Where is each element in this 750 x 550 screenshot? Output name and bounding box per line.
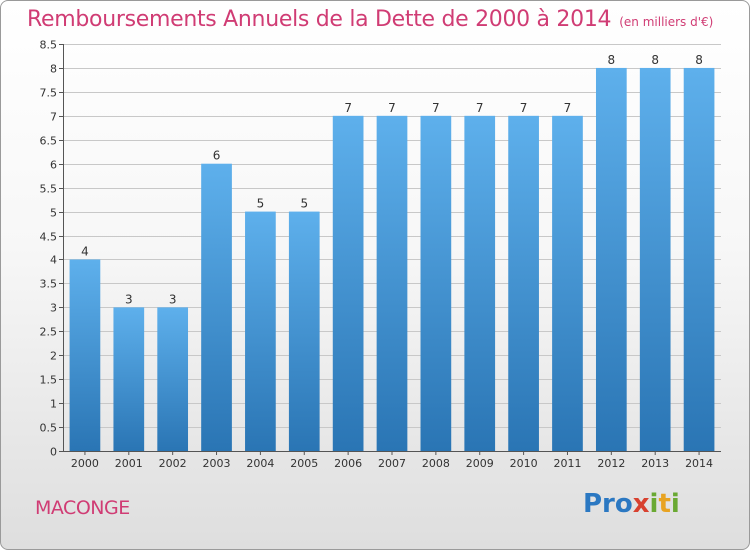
x-tick-label: 2013 — [641, 457, 669, 470]
chart-title: Remboursements Annuels de la Dette de 20… — [27, 7, 713, 32]
data-label: 4 — [81, 244, 89, 258]
y-tick-label: 3.5 — [40, 278, 58, 291]
data-label: 7 — [476, 101, 484, 115]
chart-unit: (en milliers d'€) — [619, 15, 714, 29]
x-tick-label: 2007 — [378, 457, 406, 470]
bar — [113, 307, 145, 451]
y-tick-label: 1 — [50, 398, 57, 411]
bar — [420, 115, 452, 451]
town-name: MACONGE — [35, 497, 130, 519]
logo-part: i — [649, 489, 659, 519]
data-label: 5 — [300, 197, 308, 211]
x-tick-label: 2002 — [159, 457, 187, 470]
bars — [69, 67, 715, 452]
y-tick-label: 8 — [50, 63, 57, 76]
data-label: 7 — [432, 101, 440, 115]
y-tick-label: 6.5 — [40, 135, 58, 148]
y-tick-label: 0 — [50, 446, 57, 459]
axes: 0 0.5 1 1.5 2 2.5 3 3.5 4 4.5 5 5.5 6 6.5 7 7.5 8 8.5 2000… — [40, 39, 721, 470]
x-tick-label: 2000 — [71, 457, 99, 470]
x-tick-label: 2006 — [334, 457, 362, 470]
y-tick-label: 4.5 — [40, 231, 58, 244]
bar — [288, 211, 320, 451]
y-tick-label: 2 — [50, 350, 57, 363]
data-label: 3 — [169, 292, 177, 306]
data-label: 8 — [695, 53, 703, 67]
data-label: 7 — [564, 101, 572, 115]
bar — [552, 115, 583, 451]
y-tick-label: 3 — [50, 302, 57, 315]
logo-part: i — [670, 489, 680, 519]
bar — [332, 115, 364, 451]
data-label: 8 — [608, 53, 616, 67]
bar — [245, 211, 276, 451]
data-label: 6 — [213, 149, 221, 163]
labels: 4 3 3 6 5 5 7 7 7 7 7 7 8 8 8 — [81, 53, 703, 306]
bar — [69, 259, 101, 451]
x-tick-label: 2012 — [597, 457, 625, 470]
logo-part: t — [658, 489, 671, 519]
logo-part: x — [632, 489, 650, 519]
bar — [464, 115, 496, 451]
bar — [508, 115, 539, 451]
bar — [595, 67, 627, 452]
x-tick-label: 2010 — [510, 457, 538, 470]
x-tick-label: 2003 — [203, 457, 231, 470]
x-tick-label: 2014 — [685, 457, 713, 470]
y-tick-label: 7 — [50, 111, 57, 124]
x-tick-label: 2005 — [290, 457, 318, 470]
data-label: 3 — [125, 292, 133, 306]
data-label: 7 — [388, 101, 396, 115]
bar — [639, 67, 671, 452]
chart-title-text: Remboursements Annuels de la Dette de 20… — [27, 7, 612, 32]
y-tick-label: 5.5 — [40, 183, 58, 196]
x-tick-label: 2009 — [466, 457, 494, 470]
data-label: 7 — [520, 101, 528, 115]
y-tick-label: 0.5 — [40, 422, 58, 435]
data-label: 8 — [651, 53, 659, 67]
x-tick-label: 2004 — [246, 457, 274, 470]
x-tick-label: 2001 — [115, 457, 143, 470]
y-tick-label: 6 — [50, 159, 57, 172]
data-label: 7 — [344, 101, 352, 115]
y-tick-label: 8.5 — [40, 39, 58, 52]
y-tick-label: 5 — [50, 207, 57, 220]
y-tick-label: 2.5 — [40, 326, 58, 339]
x-tick-label: 2011 — [553, 457, 581, 470]
y-tick-label: 4 — [50, 254, 57, 267]
logo-part: Pro — [583, 489, 633, 519]
bar — [201, 163, 232, 452]
bar — [376, 115, 408, 451]
bar — [157, 307, 189, 451]
y-tick-label: 7.5 — [40, 87, 58, 100]
x-tick-label: 2008 — [422, 457, 450, 470]
proxiti-logo[interactable]: Proxiti — [583, 489, 680, 519]
y-tick-label: 1.5 — [40, 374, 58, 387]
data-label: 5 — [257, 197, 265, 211]
bar — [683, 67, 715, 452]
